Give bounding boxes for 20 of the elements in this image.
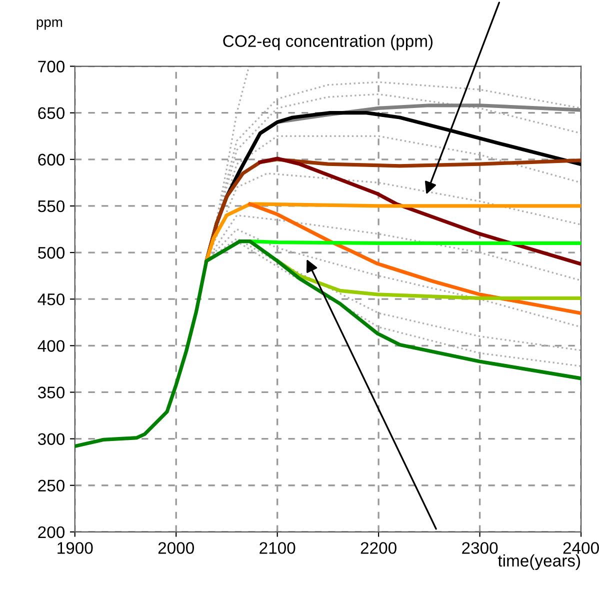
- x-tick-label: 2100: [260, 542, 296, 554]
- x-tick-label: 2000: [158, 542, 194, 554]
- y-tick-label: 550: [38, 200, 65, 212]
- y-tick-label: 200: [38, 526, 65, 538]
- chart-title: CO2-eq concentration (ppm): [223, 34, 433, 50]
- x-tick-label: 2200: [360, 542, 396, 554]
- y-tick-label: 300: [38, 433, 65, 445]
- y-axis-title: ppm: [36, 19, 62, 30]
- x-axis-title: time(years): [498, 554, 580, 570]
- y-tick-label: 250: [38, 480, 65, 492]
- y-tick-label: 650: [38, 107, 65, 120]
- y-tick-label: 400: [38, 340, 65, 352]
- x-tick-label: 2300: [462, 542, 498, 554]
- y-tick-label: 350: [38, 386, 65, 398]
- x-tick-label: 2400: [563, 542, 599, 554]
- x-tick-label: 1900: [58, 542, 93, 554]
- y-tick-label: 600: [38, 154, 65, 166]
- y-tick-label: 450: [38, 294, 65, 306]
- y-tick-label: 500: [38, 246, 65, 259]
- y-tick-label: 700: [38, 60, 65, 72]
